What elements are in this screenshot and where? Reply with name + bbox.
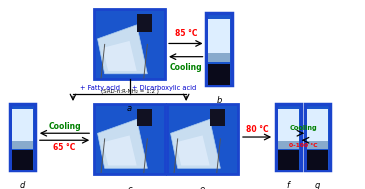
FancyBboxPatch shape xyxy=(12,150,33,170)
Text: 85 °C: 85 °C xyxy=(175,29,197,38)
FancyBboxPatch shape xyxy=(305,104,330,170)
FancyBboxPatch shape xyxy=(137,109,152,126)
FancyBboxPatch shape xyxy=(208,53,230,62)
Text: 65 °C: 65 °C xyxy=(53,143,76,152)
Text: c: c xyxy=(127,185,132,189)
FancyBboxPatch shape xyxy=(167,104,238,174)
FancyBboxPatch shape xyxy=(10,104,35,170)
Polygon shape xyxy=(97,119,147,168)
FancyBboxPatch shape xyxy=(137,14,152,32)
Text: a: a xyxy=(127,104,132,113)
FancyBboxPatch shape xyxy=(307,109,328,142)
Text: g: g xyxy=(315,181,320,189)
Polygon shape xyxy=(170,119,220,168)
FancyBboxPatch shape xyxy=(12,109,33,142)
FancyBboxPatch shape xyxy=(12,141,33,149)
Text: 80 °C: 80 °C xyxy=(246,125,268,134)
Text: + Fatty acid: + Fatty acid xyxy=(80,85,120,91)
FancyBboxPatch shape xyxy=(307,150,328,170)
FancyBboxPatch shape xyxy=(208,19,230,55)
Polygon shape xyxy=(97,25,147,74)
FancyBboxPatch shape xyxy=(206,13,232,85)
Text: d: d xyxy=(20,181,25,189)
Text: e: e xyxy=(200,185,205,189)
FancyBboxPatch shape xyxy=(94,104,165,174)
FancyBboxPatch shape xyxy=(278,141,299,149)
Text: + Dicarboxylic acid: + Dicarboxylic acid xyxy=(132,85,196,91)
FancyBboxPatch shape xyxy=(276,104,301,170)
FancyBboxPatch shape xyxy=(210,109,225,126)
Text: f: f xyxy=(287,181,290,189)
FancyBboxPatch shape xyxy=(94,9,165,79)
Polygon shape xyxy=(103,135,137,166)
Text: Cooling: Cooling xyxy=(289,125,317,131)
Text: 0-100 °C: 0-100 °C xyxy=(289,143,317,148)
FancyBboxPatch shape xyxy=(278,150,299,170)
FancyBboxPatch shape xyxy=(208,64,230,85)
Text: b: b xyxy=(216,96,222,105)
Polygon shape xyxy=(103,41,137,71)
Polygon shape xyxy=(176,135,210,166)
Text: Cooling: Cooling xyxy=(170,63,203,72)
Text: (SAD-n:R-NH₂ = 1:2 ): (SAD-n:R-NH₂ = 1:2 ) xyxy=(101,89,158,94)
FancyBboxPatch shape xyxy=(307,141,328,149)
FancyBboxPatch shape xyxy=(278,109,299,142)
Text: Cooling: Cooling xyxy=(48,122,81,131)
